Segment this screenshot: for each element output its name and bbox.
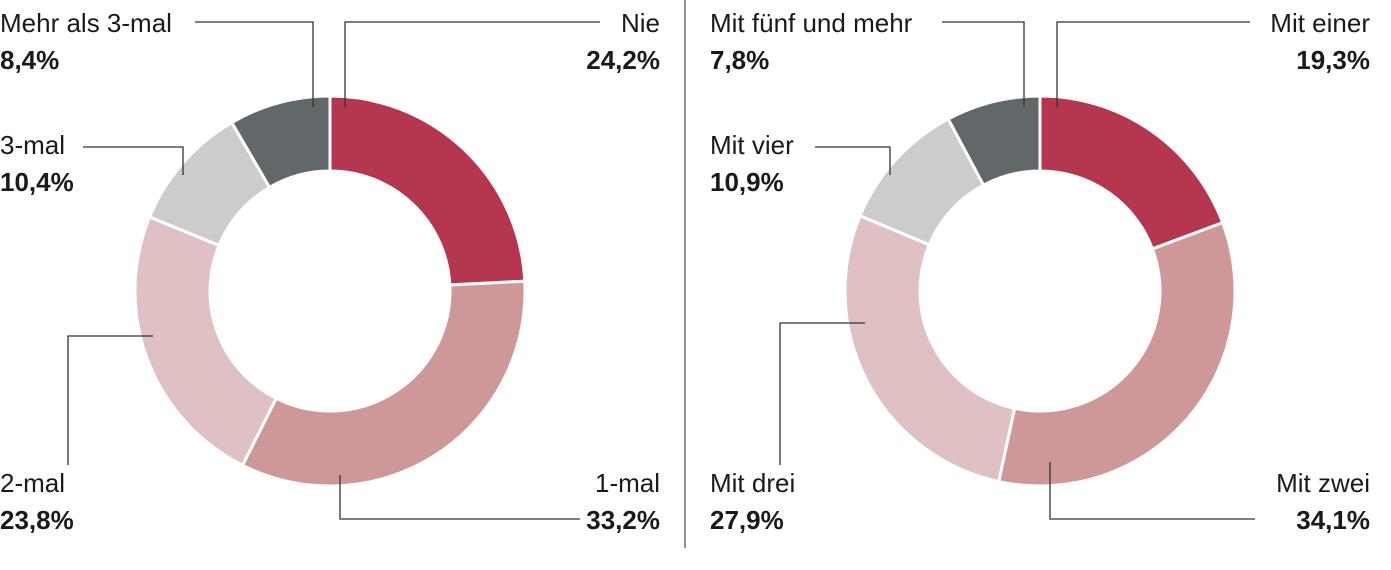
leader-line xyxy=(1056,21,1250,107)
leader-line xyxy=(815,146,891,175)
slice xyxy=(240,279,527,488)
leader-line xyxy=(1049,462,1255,520)
value-label: 19,3% xyxy=(1296,45,1370,75)
leader-line xyxy=(779,322,865,465)
value-label: 8,4% xyxy=(0,45,59,75)
leader-line xyxy=(67,335,153,465)
slice-label: Mit zwei xyxy=(1276,468,1370,498)
slice-label: Mit fünf und mehr xyxy=(710,8,913,38)
value-label: 10,9% xyxy=(710,167,784,197)
slice xyxy=(996,220,1237,488)
leader-line xyxy=(339,475,580,520)
slice-label: Mit einer xyxy=(1270,8,1370,38)
slice xyxy=(1038,94,1225,251)
slice xyxy=(843,213,1017,484)
slice-label: Nie xyxy=(621,8,660,38)
leader-line xyxy=(942,21,1025,107)
slice-label: Mit vier xyxy=(710,130,794,160)
leader-line xyxy=(195,21,314,107)
leader-line xyxy=(83,146,184,175)
leader-line xyxy=(344,21,600,107)
slice xyxy=(229,94,332,190)
slice xyxy=(133,214,279,468)
value-label: 7,8% xyxy=(710,45,769,75)
value-label: 33,2% xyxy=(586,505,660,535)
slice-label: 3-mal xyxy=(0,130,65,160)
value-label: 27,9% xyxy=(710,505,784,535)
slice xyxy=(946,94,1042,188)
slice-label: Mit drei xyxy=(710,468,795,498)
slice-label: Mehr als 3-mal xyxy=(0,8,172,38)
slice xyxy=(328,94,527,287)
value-label: 24,2% xyxy=(586,45,660,75)
value-label: 10,4% xyxy=(0,167,74,197)
value-label: 34,1% xyxy=(1296,505,1370,535)
slice-label: 1-mal xyxy=(595,468,660,498)
value-label: 23,8% xyxy=(0,505,74,535)
slice-label: 2-mal xyxy=(0,468,65,498)
